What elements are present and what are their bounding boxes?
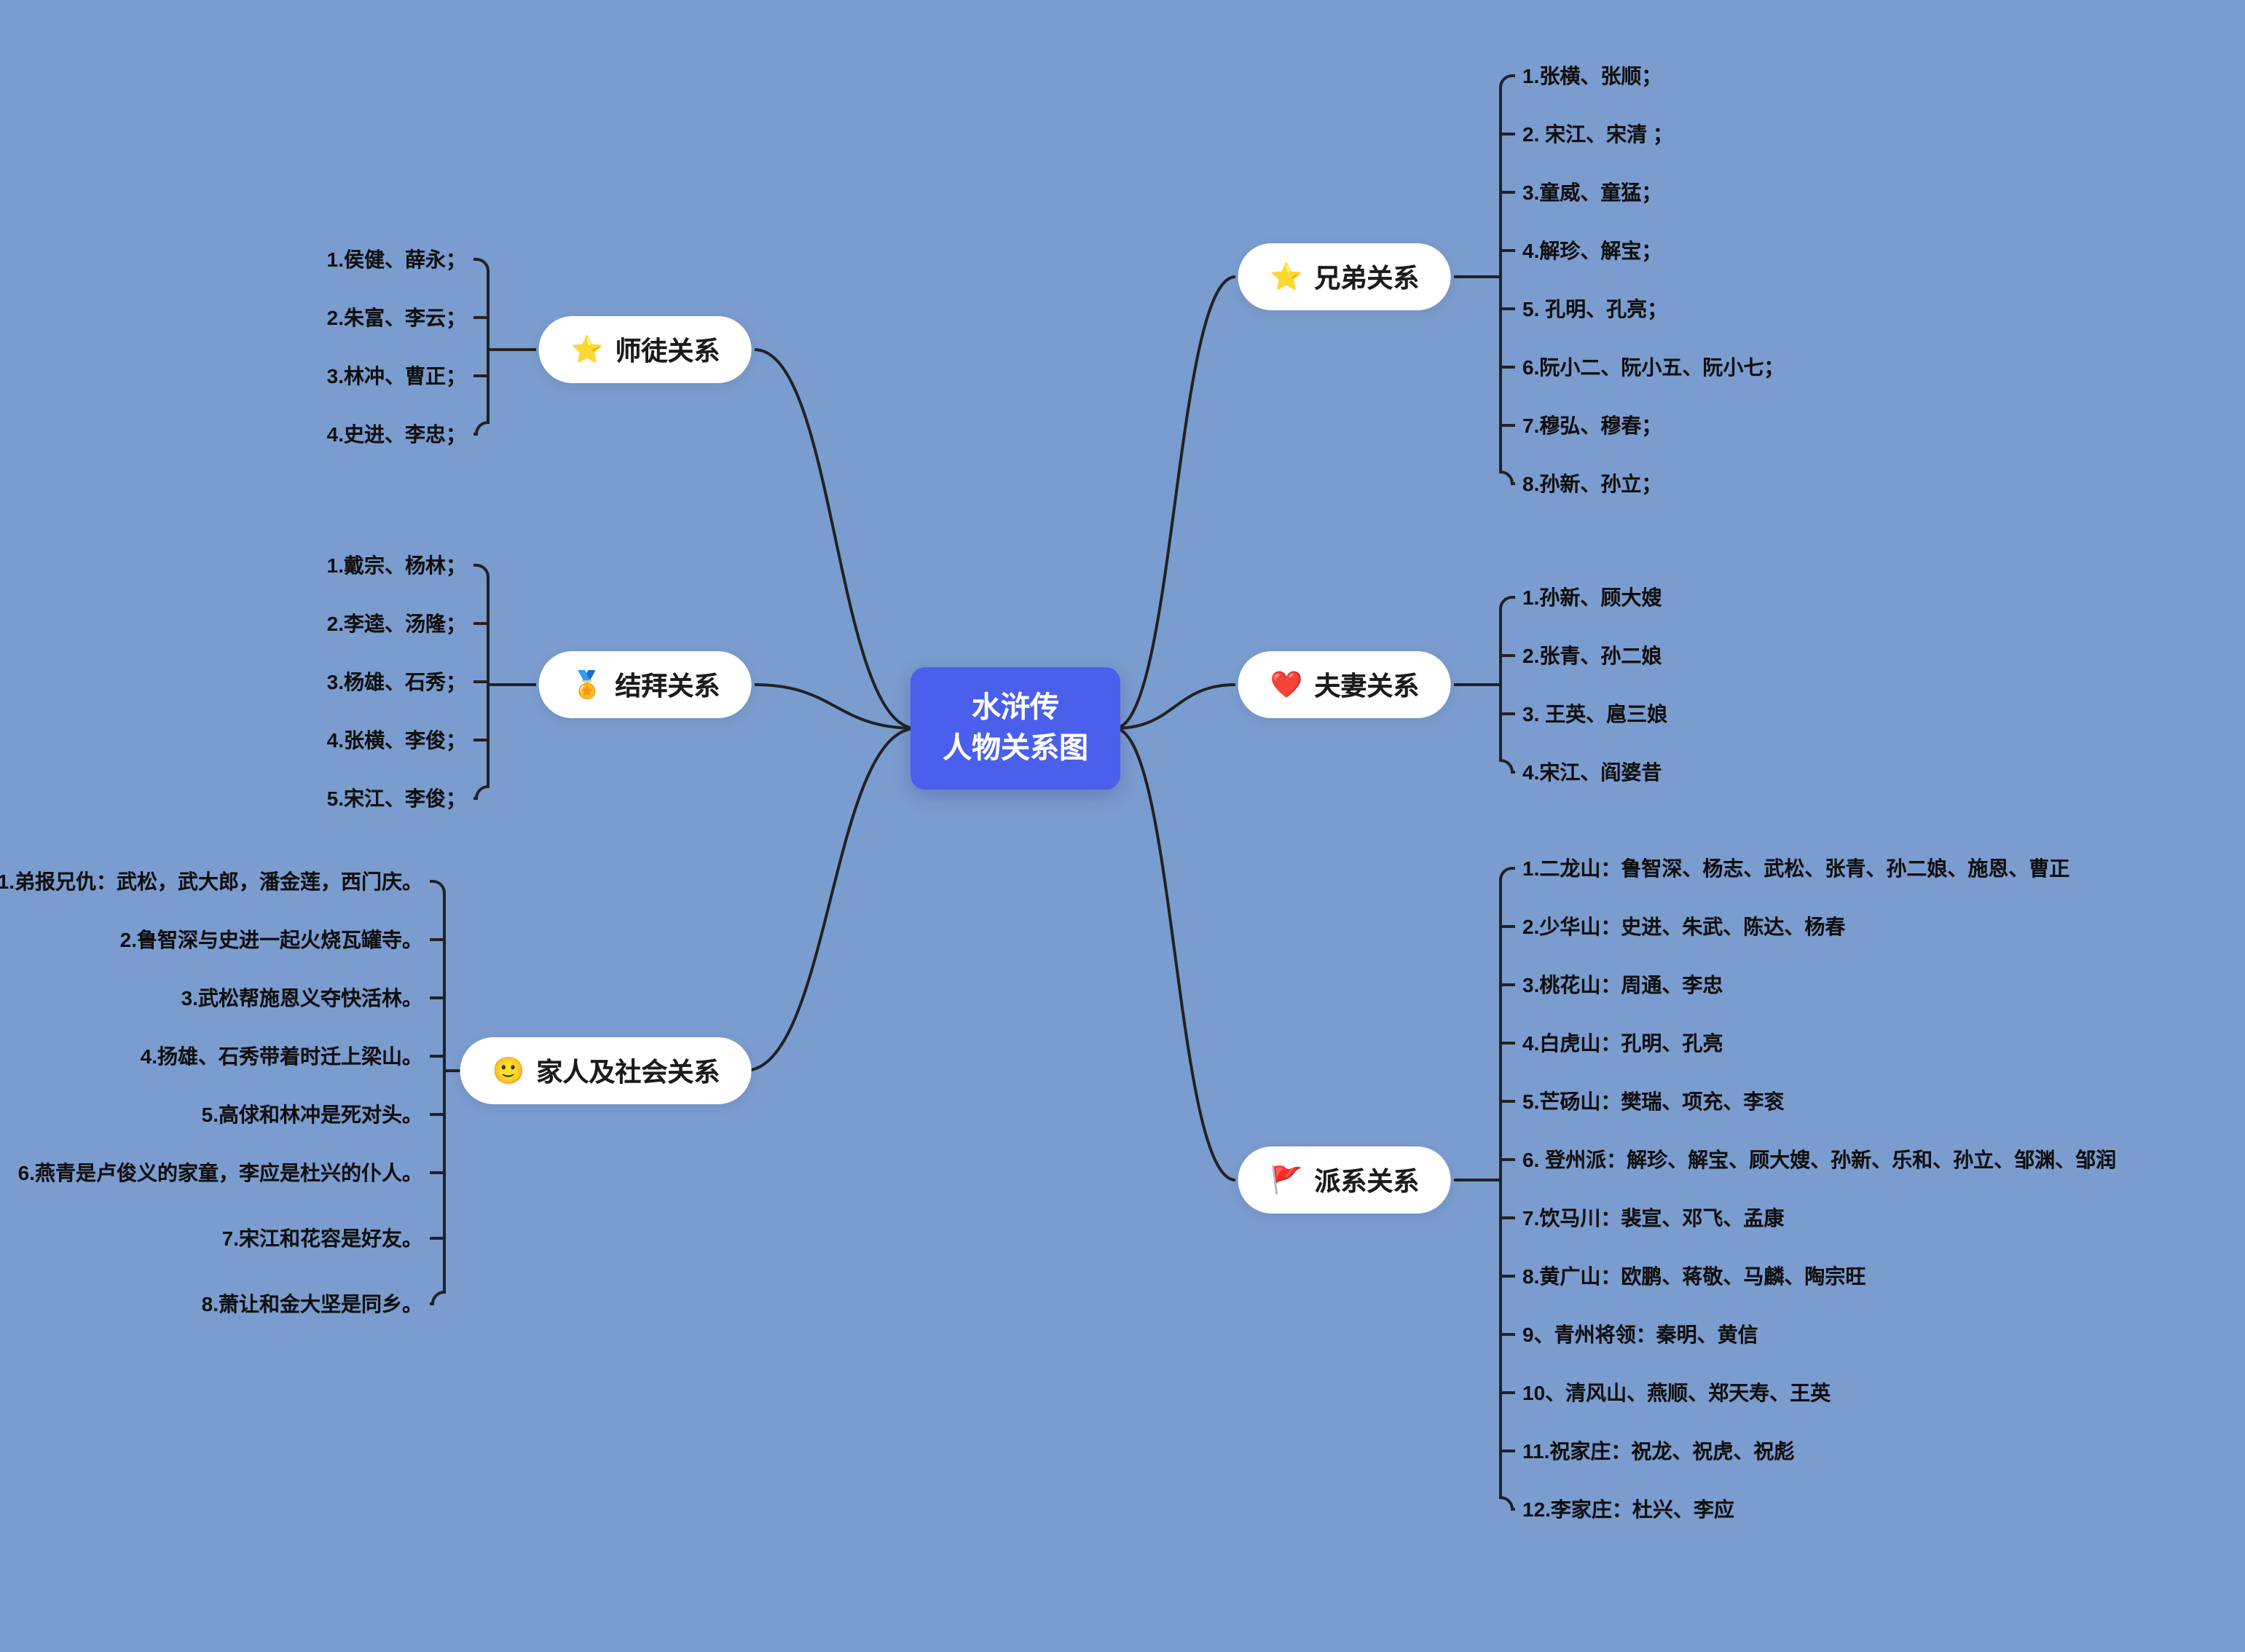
leaf-item: 11.祝家庄：祝龙、祝虎、祝彪 — [1522, 1436, 1794, 1466]
leaf-item: 1.戴宗、杨林； — [327, 551, 466, 580]
branch-fuqi: ❤️ 夫妻关系 — [1238, 651, 1452, 718]
connector-root-shitu — [755, 350, 916, 728]
leaf-item: 3.杨雄、石秀； — [327, 667, 466, 696]
leaf-item: 5. 孔明、孔亮； — [1522, 294, 1667, 323]
branch-label: 师徒关系 — [615, 331, 720, 369]
leaf-item: 2.鲁智深与史进一起火烧瓦罐寺。 — [120, 925, 422, 954]
bracket-spine-xiongdi — [1501, 76, 1515, 484]
leaf-item: 5.宋江、李俊； — [327, 784, 466, 813]
leaf-item: 4.史进、李忠； — [327, 420, 466, 449]
leaf-item: 4.白虎山：孔明、孔亮 — [1522, 1028, 1723, 1058]
root-node: 水浒传人物关系图 — [911, 667, 1120, 790]
leaf-item: 1.孙新、顾大嫂 — [1522, 583, 1662, 612]
leaf-item: 3.武松帮施恩义夺快活林。 — [181, 983, 422, 1012]
leaf-item: 3.桃花山：周通、李忠 — [1522, 970, 1723, 999]
leaf-item: 1.弟报兄仇：武松，武大郎，潘金莲，西门庆。 — [0, 867, 422, 896]
connector-root-jiaren — [744, 728, 916, 1071]
leaf-item: 2.朱富、李云； — [327, 303, 466, 332]
leaf-item: 6.燕青是卢俊义的家童，李应是杜兴的仆人。 — [18, 1158, 422, 1187]
leaf-item: 7.宋江和花容是好友。 — [222, 1224, 422, 1253]
branch-label: 派系关系 — [1314, 1161, 1419, 1199]
bracket-spine-jiaren — [430, 881, 444, 1304]
branch-xiongdi: ⭐ 兄弟关系 — [1238, 243, 1452, 310]
leaf-item: 8.孙新、孙立； — [1522, 469, 1662, 498]
leaf-item: 3.童威、童猛； — [1522, 178, 1662, 207]
branch-label: 家人及社会关系 — [536, 1052, 720, 1090]
leaf-item: 4.扬雄、石秀带着时迁上梁山。 — [141, 1042, 422, 1071]
leaf-item: 2. 宋江、宋清 ； — [1522, 119, 1673, 149]
jiaren-icon: 🙂 — [492, 1058, 525, 1084]
leaf-item: 4.张横、李俊； — [327, 725, 466, 755]
paixi-icon: 🚩 — [1270, 1167, 1303, 1193]
leaf-item: 4.解珍、解宝； — [1522, 236, 1662, 265]
branch-jiebai: 🏅 结拜关系 — [539, 651, 752, 718]
leaf-item: 9、青州将领：秦明、黄信 — [1522, 1320, 1758, 1349]
branch-label: 结拜关系 — [615, 666, 720, 704]
xiongdi-icon: ⭐ — [1270, 264, 1303, 290]
leaf-item: 7.饮马川：裴宣、邓飞、孟康 — [1522, 1203, 1784, 1232]
shitu-icon: ⭐ — [571, 337, 604, 363]
leaf-item: 1.二龙山：鲁智深、杨志、武松、张青、孙二娘、施恩、曹正 — [1522, 854, 2069, 883]
leaf-item: 12.李家庄：杜兴、李应 — [1522, 1495, 1734, 1524]
leaf-item: 8.萧让和金大坚是同乡。 — [202, 1289, 422, 1318]
jiebai-icon: 🏅 — [571, 672, 604, 698]
root-title-line1: 水浒传 — [943, 688, 1088, 728]
leaf-item: 5.高俅和林冲是死对头。 — [202, 1100, 422, 1129]
bracket-spine-fuqi — [1501, 597, 1515, 772]
bracket-spine-paixi — [1501, 868, 1515, 1509]
branch-jiaren: 🙂 家人及社会关系 — [460, 1037, 752, 1104]
leaf-item: 2.李逵、汤隆； — [327, 609, 466, 638]
connector-root-paixi — [1114, 728, 1235, 1180]
leaf-item: 1.侯健、薛永； — [327, 245, 466, 274]
leaf-item: 8.黄广山：欧鹏、蒋敬、马麟、陶宗旺 — [1522, 1262, 1865, 1291]
leaf-item: 4.宋江、阎婆昔 — [1522, 758, 1662, 787]
bracket-spine-shitu — [473, 259, 488, 434]
leaf-item: 6. 登州派：解珍、解宝、顾大嫂、孙新、乐和、孙立、邹渊、邹润 — [1522, 1145, 2116, 1174]
bracket-spine-jiebai — [473, 565, 488, 798]
branch-shitu: ⭐ 师徒关系 — [539, 316, 752, 383]
leaf-item: 6.阮小二、阮小五、阮小七； — [1522, 353, 1784, 382]
leaf-item: 7.穆弘、穆春； — [1522, 411, 1662, 440]
leaf-item: 10、清风山、燕顺、郑天寿、王英 — [1522, 1378, 1831, 1407]
branch-label: 夫妻关系 — [1314, 666, 1419, 704]
leaf-item: 5.芒砀山：樊瑞、项充、李衮 — [1522, 1087, 1784, 1116]
leaf-item: 2.张青、孙二娘 — [1522, 641, 1662, 670]
leaf-item: 1.张横、张顺； — [1522, 61, 1662, 90]
branch-label: 兄弟关系 — [1314, 258, 1419, 296]
connector-root-jiebai — [755, 685, 916, 728]
branch-paixi: 🚩 派系关系 — [1238, 1146, 1452, 1214]
fuqi-icon: ❤️ — [1270, 672, 1303, 698]
leaf-item: 3.林冲、曹正； — [327, 361, 466, 390]
connector-root-fuqi — [1114, 685, 1235, 728]
root-title-line2: 人物关系图 — [943, 728, 1088, 769]
connector-root-xiongdi — [1114, 277, 1235, 728]
leaf-item: 2.少华山：史进、朱武、陈达、杨春 — [1522, 912, 1845, 941]
leaf-item: 3. 王英、扈三娘 — [1522, 699, 1667, 728]
